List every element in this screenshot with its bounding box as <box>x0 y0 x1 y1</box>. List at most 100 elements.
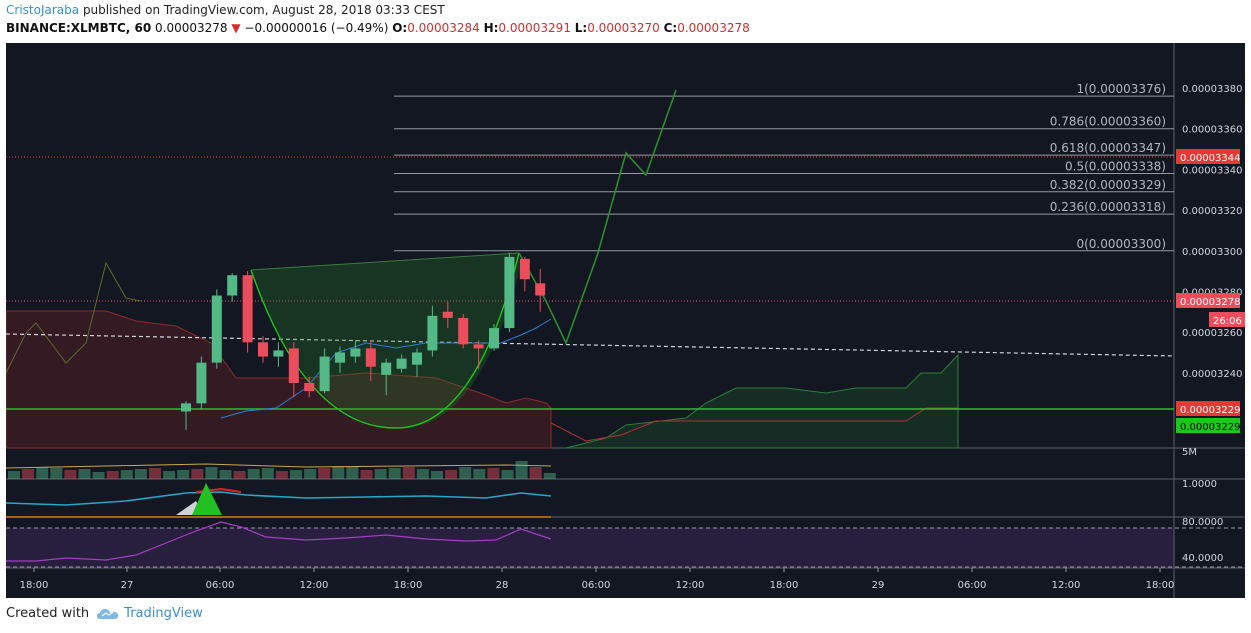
close-label: C: <box>663 21 678 35</box>
price-tag-label: 0.00003229 <box>1180 405 1240 416</box>
price-tag-label: 0.00003278 <box>1180 297 1240 308</box>
volume-bar <box>529 467 542 479</box>
price-tick-label: 0.00003320 <box>1182 206 1242 217</box>
oscillator-tick-label: 1.0000 <box>1182 479 1217 490</box>
created-with-text: Created with <box>6 606 90 621</box>
rsi-line <box>6 521 552 562</box>
volume-bar <box>318 468 331 479</box>
price-tag-label: 0.00003344 <box>1180 153 1240 164</box>
candle-body <box>535 283 546 296</box>
volume-bar <box>205 467 218 479</box>
rsi-tick-label: 80.0000 <box>1182 517 1223 528</box>
volume-bar <box>360 470 373 479</box>
time-tick-label: 18:00 <box>20 580 49 591</box>
ohlc-line: BINANCE:XLMBTC, 60 0.00003278 ▼ −0.00000… <box>6 21 750 35</box>
rsi-tick-label: 40.0000 <box>1182 553 1223 564</box>
fib-level-label: 0.786(0.00003360) <box>1050 115 1166 129</box>
last-price: 0.00003278 <box>155 21 228 35</box>
volume-bar <box>134 469 147 479</box>
volume-bar <box>487 468 500 479</box>
open-label: O: <box>392 21 408 35</box>
volume-bar <box>304 469 317 479</box>
volume-bar <box>543 473 556 479</box>
price-tick-label: 0.00003280 <box>1182 287 1242 298</box>
volume-bar <box>191 469 204 479</box>
candle-body <box>504 256 515 329</box>
price-tick-label: 0.00003380 <box>1182 84 1242 95</box>
candle-body <box>350 348 361 357</box>
volume-bar <box>459 467 472 479</box>
volume-bar <box>275 471 288 479</box>
time-tick-label: 06:00 <box>958 580 987 591</box>
tradingview-cloud-icon <box>97 608 119 619</box>
oscillator-line <box>5 491 552 506</box>
volume-bar <box>346 467 359 479</box>
volume-bar <box>219 470 232 479</box>
volume-bar <box>374 469 387 479</box>
high-value: 0.00003291 <box>498 21 571 35</box>
moving-average-line <box>220 318 552 419</box>
volume-bar <box>431 471 443 479</box>
volume-bar <box>290 470 302 479</box>
volume-bar <box>445 470 458 479</box>
tradingview-brand: TradingView <box>124 606 203 621</box>
time-tick-label: 28 <box>496 580 509 591</box>
volume-bar <box>36 467 49 479</box>
volume-scale-label: 5M <box>1182 447 1197 458</box>
chart-area[interactable]: 1(0.00003376) 0.786(0.00003360) 0.618(0.00… <box>5 43 1245 598</box>
cup-rim <box>250 252 520 271</box>
price-tick-label: 0.00003340 <box>1182 165 1242 176</box>
volume-bar <box>332 466 345 479</box>
time-tick-label: 06:00 <box>582 580 611 591</box>
candle-body <box>288 348 299 383</box>
candle-body <box>412 352 422 365</box>
volume-bar <box>177 470 190 479</box>
price-change: −0.00000016 (−0.49%) <box>244 21 389 35</box>
author-link[interactable]: CristoJaraba <box>6 3 80 17</box>
time-tick-label: 18:00 <box>394 580 423 591</box>
cup-fill <box>251 253 519 429</box>
volume-bar <box>402 467 415 479</box>
candle-body <box>396 358 407 369</box>
time-tick-label: 18:00 <box>1146 580 1175 591</box>
time-tick-label: 29 <box>872 580 885 591</box>
volume-bar <box>261 468 274 479</box>
open-value: 0.00003284 <box>407 21 480 35</box>
price-tag <box>1176 149 1240 164</box>
symbol-label: BINANCE:XLMBTC, 60 <box>6 21 152 35</box>
volume-bar <box>473 469 486 479</box>
volume-bar <box>501 470 514 479</box>
fib-level-label: 0.5(0.00003338) <box>1065 159 1166 173</box>
volume-bar <box>8 471 20 479</box>
candle-body <box>473 344 484 349</box>
price-tick-label: 0.00003360 <box>1182 125 1242 136</box>
price-chart[interactable]: 1(0.00003376) 0.786(0.00003360) 0.618(0.00… <box>5 43 1245 598</box>
tradingview-link[interactable]: TradingView <box>97 606 203 621</box>
time-tick-label: 12:00 <box>1052 580 1081 591</box>
price-tag-label: 26:06 <box>1213 316 1242 327</box>
volume-bar <box>515 461 528 479</box>
price-tick-label: 0.00003240 <box>1182 369 1242 380</box>
candle-body <box>519 258 530 280</box>
candle-body <box>304 383 315 392</box>
candle-body <box>211 295 222 363</box>
candle-body <box>273 350 284 357</box>
candle-body <box>365 348 376 367</box>
volume-bar <box>388 468 401 479</box>
candle-body <box>319 356 330 392</box>
fib-level-label: 0(0.00003300) <box>1076 237 1166 251</box>
price-tag-label: 0.00003229 <box>1180 422 1240 433</box>
volume-bar <box>92 472 105 479</box>
price-tag <box>1176 293 1240 308</box>
price-tag <box>1209 312 1245 327</box>
candle-body <box>242 275 253 343</box>
fib-level-label: 0.618(0.00003347) <box>1050 141 1166 155</box>
candle-body <box>258 342 268 357</box>
time-tick-label: 06:00 <box>206 580 235 591</box>
price-tag <box>1176 418 1240 433</box>
low-label: L: <box>574 21 588 35</box>
projection-path <box>518 89 677 346</box>
trend-dashed-line <box>5 333 1175 357</box>
down-arrow-icon: ▼ <box>231 21 241 35</box>
time-tick-label: 27 <box>121 580 134 591</box>
